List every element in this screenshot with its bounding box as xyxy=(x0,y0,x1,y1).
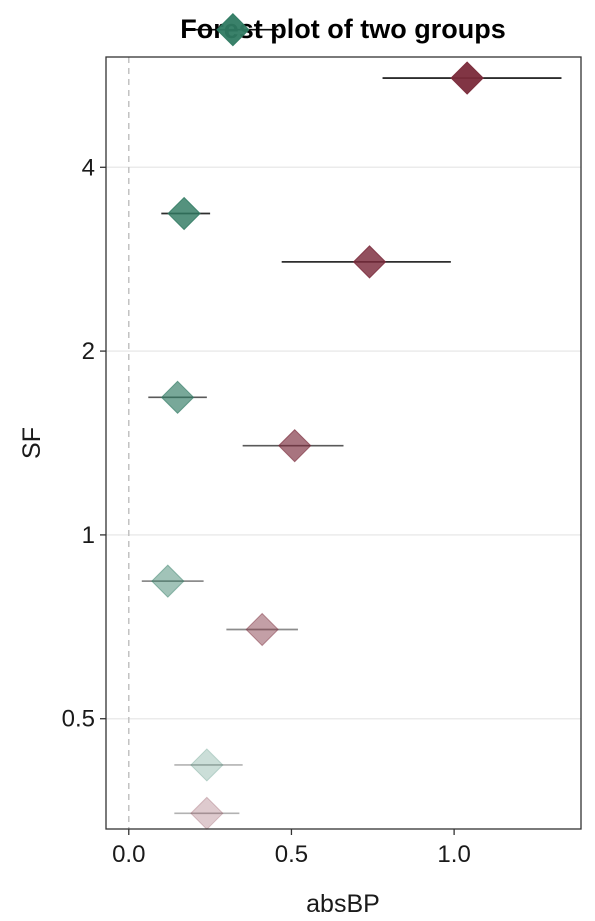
y-axis: 0.51248 xyxy=(62,154,106,733)
point-marker xyxy=(277,428,312,463)
point-marker xyxy=(245,612,279,647)
plot-panel-border xyxy=(105,56,582,830)
point-marker xyxy=(167,196,201,231)
point-marker xyxy=(151,564,185,598)
point-marker xyxy=(190,748,224,782)
x-axis: 0.0 0.5 1.0 xyxy=(112,829,471,868)
point-marker xyxy=(190,796,224,831)
x-tick-label: 0.5 xyxy=(275,841,308,868)
x-tick-label: 0.0 xyxy=(112,841,145,868)
y-tick-label: 1 xyxy=(82,522,95,549)
x-axis-title: absBP xyxy=(306,890,380,918)
point-marker xyxy=(352,245,387,279)
point-marker xyxy=(216,13,250,47)
data-marks xyxy=(141,13,562,831)
x-tick-label: 1.0 xyxy=(437,841,470,868)
point-marker xyxy=(450,61,484,95)
grid-lines xyxy=(106,166,581,720)
y-tick-label: 0.5 xyxy=(62,706,95,733)
y-axis-title: SF xyxy=(18,427,46,459)
y-tick-label: 4 xyxy=(82,154,95,181)
point-marker xyxy=(160,380,195,415)
y-tick-label: 2 xyxy=(82,338,95,365)
